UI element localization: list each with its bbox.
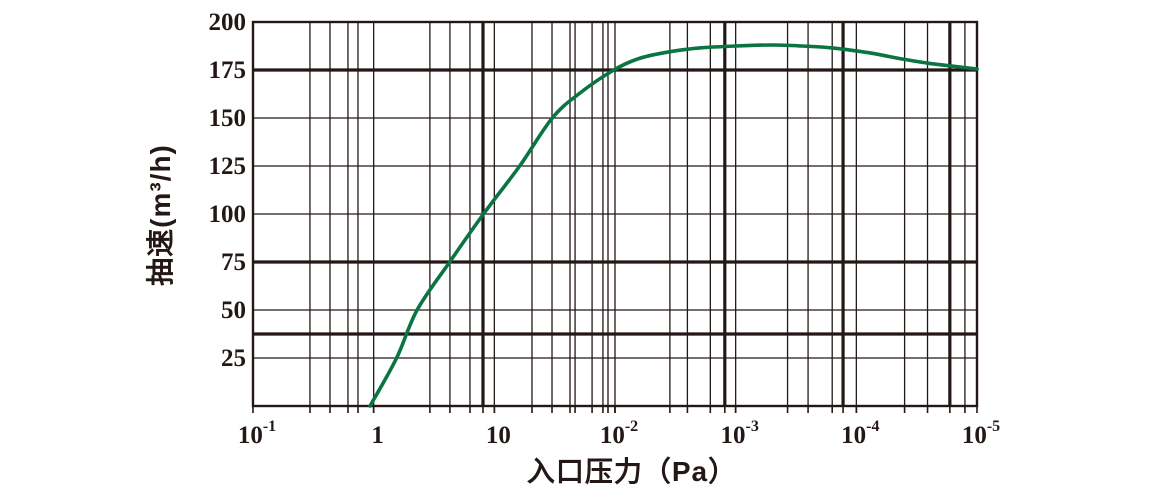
- y-tick-label: 150: [209, 105, 247, 132]
- speed-curve: [368, 43, 979, 408]
- x-tick-label: 10: [486, 422, 511, 449]
- y-tick-label: 100: [209, 201, 247, 228]
- x-tick-label: 10-3: [721, 418, 759, 449]
- y-tick-label: 25: [221, 345, 246, 372]
- x-tick-label: 10-1: [238, 418, 276, 449]
- x-tick-label: 1: [371, 422, 384, 449]
- y-axis-title: 抽速(m³/h): [145, 144, 176, 286]
- y-tick-label: 125: [209, 153, 247, 180]
- y-tick-label: 50: [221, 297, 246, 324]
- y-tick-label: 75: [221, 249, 246, 276]
- tick-label-layer: 10-1 1 10 10-2 10-3 10-4 10-5 25 50 75 100 125 150 17…: [209, 9, 1001, 449]
- x-tick-label: 10-4: [841, 418, 879, 449]
- x-axis-title: 入口压力（Pa）: [527, 455, 737, 487]
- x-tick-label: 10-2: [600, 418, 638, 449]
- y-tick-label: 175: [209, 57, 247, 84]
- x-tick-label: 10-5: [962, 418, 1000, 449]
- curve-layer: [368, 43, 979, 408]
- grid-layer: [251, 20, 979, 413]
- y-tick-label: 200: [209, 9, 247, 36]
